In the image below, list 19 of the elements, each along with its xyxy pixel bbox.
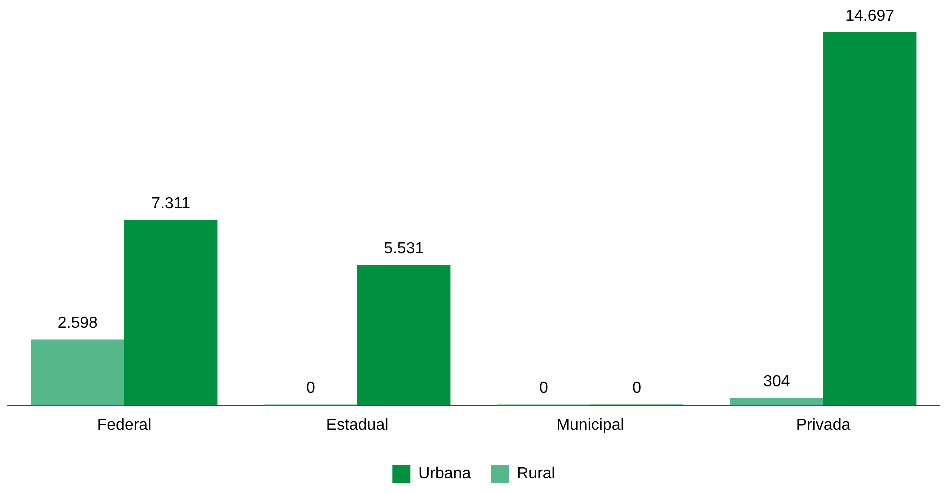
bar <box>730 398 824 406</box>
legend-label: Rural <box>517 465 556 482</box>
data-label: 7.311 <box>152 195 191 212</box>
bar <box>358 265 451 406</box>
data-label: 5.531 <box>384 240 424 258</box>
x-tick-label: Estadual <box>326 416 389 434</box>
data-label: 304 <box>764 373 790 390</box>
data-label: 14.697 <box>846 8 895 25</box>
x-tick-label: Privada <box>796 416 851 434</box>
bar <box>31 340 124 406</box>
x-tick-label: Federal <box>97 416 152 434</box>
legend-label: Urbana <box>418 465 472 482</box>
bar <box>124 220 218 406</box>
bar <box>824 32 917 406</box>
x-tick-label: Municipal <box>556 416 624 434</box>
data-label: 0 <box>306 380 316 398</box>
data-label: 2.598 <box>58 315 98 332</box>
data-label: 0 <box>539 380 548 398</box>
data-label: 0 <box>632 380 642 398</box>
